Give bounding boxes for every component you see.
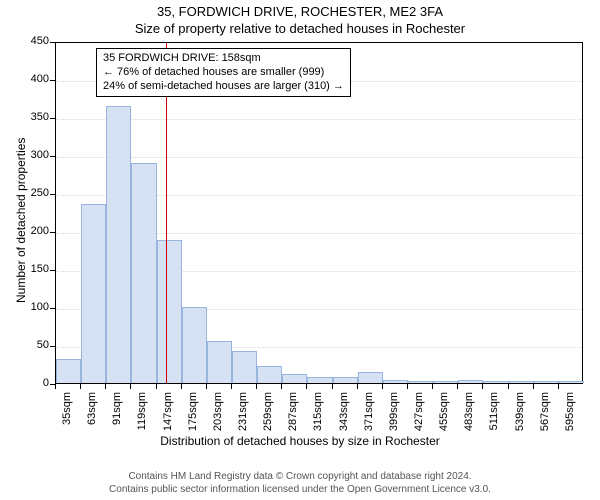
xtick-mark (508, 384, 509, 389)
xtick-mark (306, 384, 307, 389)
annotation-line: ← 76% of detached houses are smaller (99… (103, 66, 344, 80)
histogram-bar (408, 381, 433, 383)
xtick-mark (80, 384, 81, 389)
xtick-label: 483sqm (463, 392, 475, 438)
ytick-mark (50, 42, 55, 43)
histogram-bar (458, 380, 483, 383)
histogram-bar (509, 381, 534, 383)
ytick-label: 400 (21, 73, 49, 85)
annotation-box: 35 FORDWICH DRIVE: 158sqm← 76% of detach… (96, 48, 351, 97)
histogram-bar (106, 106, 131, 383)
xtick-label: 35sqm (61, 392, 73, 438)
histogram-bar (157, 240, 182, 383)
xtick-label: 427sqm (413, 392, 425, 438)
ytick-mark (50, 270, 55, 271)
xtick-label: 91sqm (111, 392, 123, 438)
xtick-mark (55, 384, 56, 389)
ytick-label: 450 (21, 35, 49, 47)
footer-line-2: Contains public sector information licen… (0, 483, 600, 496)
footer-attribution: Contains HM Land Registry data © Crown c… (0, 470, 600, 496)
xtick-label: 63sqm (86, 392, 98, 438)
xtick-label: 371sqm (363, 392, 375, 438)
xtick-label: 539sqm (514, 392, 526, 438)
y-axis-label: Number of detached properties (14, 138, 28, 303)
ytick-label: 200 (21, 225, 49, 237)
xtick-mark (558, 384, 559, 389)
xtick-mark (156, 384, 157, 389)
histogram-bar (207, 341, 232, 383)
ytick-mark (50, 194, 55, 195)
xtick-mark (457, 384, 458, 389)
xtick-label: 567sqm (539, 392, 551, 438)
histogram-bar (534, 381, 559, 383)
xtick-label: 315sqm (312, 392, 324, 438)
xtick-mark (105, 384, 106, 389)
ytick-label: 250 (21, 187, 49, 199)
histogram-bar (333, 377, 358, 383)
ytick-mark (50, 232, 55, 233)
xtick-label: 595sqm (564, 392, 576, 438)
ytick-mark (50, 346, 55, 347)
histogram-bar (232, 351, 257, 383)
annotation-line: 35 FORDWICH DRIVE: 158sqm (103, 52, 344, 66)
xtick-mark (432, 384, 433, 389)
xtick-mark (332, 384, 333, 389)
histogram-bar (383, 380, 408, 383)
xtick-mark (256, 384, 257, 389)
ytick-label: 350 (21, 111, 49, 123)
footer-line-1: Contains HM Land Registry data © Crown c… (0, 470, 600, 483)
histogram-bar (81, 204, 106, 383)
histogram-bar (56, 359, 81, 383)
xtick-label: 231sqm (237, 392, 249, 438)
ytick-label: 150 (21, 263, 49, 275)
xtick-label: 119sqm (136, 392, 148, 438)
histogram-bar (182, 307, 207, 383)
xtick-mark (482, 384, 483, 389)
xtick-mark (533, 384, 534, 389)
histogram-bar (131, 163, 156, 383)
xtick-label: 147sqm (162, 392, 174, 438)
xtick-mark (281, 384, 282, 389)
xtick-label: 343sqm (338, 392, 350, 438)
ytick-label: 50 (21, 339, 49, 351)
chart-subtitle: Size of property relative to detached ho… (0, 21, 600, 36)
xtick-label: 399sqm (388, 392, 400, 438)
ytick-mark (50, 156, 55, 157)
chart-title: 35, FORDWICH DRIVE, ROCHESTER, ME2 3FA (0, 4, 600, 19)
ytick-label: 300 (21, 149, 49, 161)
xtick-label: 203sqm (212, 392, 224, 438)
ytick-mark (50, 308, 55, 309)
xtick-mark (181, 384, 182, 389)
ytick-label: 100 (21, 301, 49, 313)
ytick-mark (50, 80, 55, 81)
ytick-mark (50, 118, 55, 119)
histogram-bar (307, 377, 332, 383)
histogram-bar (257, 366, 282, 383)
xtick-label: 287sqm (287, 392, 299, 438)
histogram-bar (282, 374, 307, 383)
histogram-bar (559, 381, 584, 383)
gridline (56, 157, 582, 158)
histogram-bar (358, 372, 383, 383)
xtick-label: 175sqm (187, 392, 199, 438)
gridline (56, 119, 582, 120)
histogram-bar (433, 381, 458, 383)
xtick-label: 511sqm (488, 392, 500, 438)
histogram-bar (483, 381, 508, 383)
xtick-label: 455sqm (438, 392, 450, 438)
xtick-mark (357, 384, 358, 389)
xtick-mark (206, 384, 207, 389)
annotation-line: 24% of semi-detached houses are larger (… (103, 80, 344, 94)
histogram-chart: 35, FORDWICH DRIVE, ROCHESTER, ME2 3FA S… (0, 0, 600, 500)
ytick-label: 0 (21, 377, 49, 389)
xtick-mark (407, 384, 408, 389)
xtick-label: 259sqm (262, 392, 274, 438)
xtick-mark (231, 384, 232, 389)
xtick-mark (382, 384, 383, 389)
xtick-mark (130, 384, 131, 389)
